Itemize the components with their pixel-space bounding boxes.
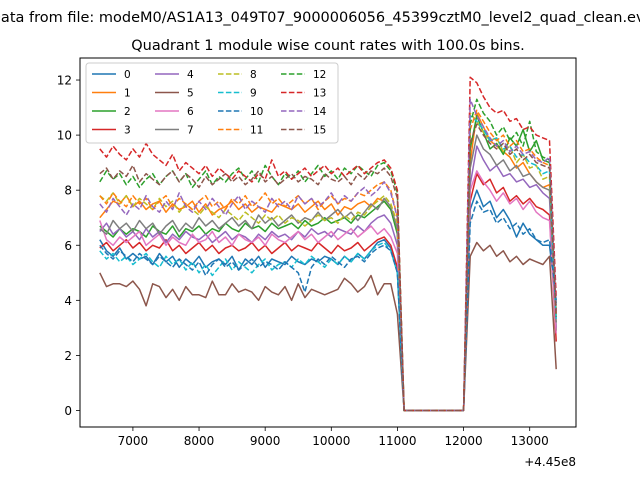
series-line-6	[99, 170, 557, 412]
x-tick-label: 11000	[378, 434, 416, 448]
legend-label-4: 4	[187, 69, 194, 81]
legend-label-15: 15	[313, 125, 326, 137]
y-tick-label: 8	[64, 184, 72, 198]
chart-title: Quadrant 1 module wise count rates with …	[131, 38, 525, 54]
y-tick-label: 12	[57, 74, 72, 88]
x-offset-text: +4.45e8	[524, 455, 576, 469]
figure-suptitle: Data from file: modeM0/AS1A13_049T07_900…	[0, 10, 640, 26]
x-tick-label: 10000	[312, 434, 350, 448]
y-tick-label: 4	[64, 294, 72, 308]
series-line-15	[99, 123, 557, 412]
series-line-12	[99, 98, 557, 412]
x-tick-label: 12000	[444, 434, 482, 448]
legend-label-2: 2	[124, 106, 131, 118]
legend-label-12: 12	[313, 69, 326, 81]
series-line-5	[99, 241, 557, 412]
series-line-11	[99, 109, 557, 412]
x-tick-label: 13000	[511, 434, 549, 448]
legend-label-13: 13	[313, 88, 326, 100]
legend-label-7: 7	[187, 125, 194, 137]
legend-label-14: 14	[313, 106, 327, 118]
legend-label-8: 8	[250, 69, 257, 81]
series-line-9	[99, 115, 557, 412]
legend-label-3: 3	[124, 125, 131, 137]
legend-label-6: 6	[187, 106, 194, 118]
y-tick-label: 6	[64, 239, 72, 253]
y-tick-label: 2	[64, 349, 72, 363]
legend-label-1: 1	[124, 88, 131, 100]
legend-frame	[85, 62, 339, 144]
legend-label-5: 5	[187, 88, 194, 100]
x-tick-label: 9000	[250, 434, 281, 448]
series-layer	[99, 76, 557, 412]
y-tick-label: 0	[64, 404, 72, 418]
axes-layer: 7000 8000 9000 10000 11000 12000 13000 0 2 4 6 8 10 1…	[57, 74, 549, 448]
legend-label-11: 11	[250, 125, 263, 137]
series-line-3	[99, 172, 557, 412]
legend-label-0: 0	[124, 69, 131, 81]
legend-label-10: 10	[250, 106, 263, 118]
x-tick-label: 8000	[184, 434, 215, 448]
series-line-10	[99, 200, 557, 412]
plot-frame	[79, 57, 577, 428]
series-line-13	[99, 76, 557, 412]
series-line-8	[99, 112, 557, 412]
series-line-7	[99, 134, 557, 412]
series-line-2	[99, 115, 557, 412]
y-tick-label: 10	[57, 129, 72, 143]
series-line-14	[99, 98, 557, 412]
x-tick-label: 7000	[118, 434, 149, 448]
legend-label-9: 9	[250, 88, 257, 100]
